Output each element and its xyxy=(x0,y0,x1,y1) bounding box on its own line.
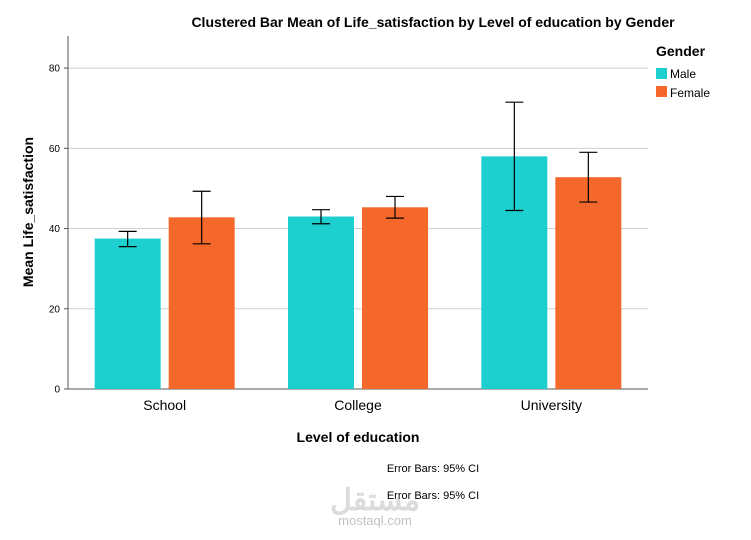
category-labels: School College University xyxy=(143,397,582,413)
error-bars xyxy=(118,101,598,248)
error-bar-female-university xyxy=(579,151,598,203)
legend-swatch-female xyxy=(656,86,667,97)
error-bar-female-school xyxy=(192,190,211,245)
bars xyxy=(94,156,622,389)
watermark: مستقل xyxy=(330,484,420,517)
y-tick-label: 20 xyxy=(49,304,61,315)
error-bar-male-school xyxy=(118,230,137,248)
bar-male-school xyxy=(94,238,161,389)
y-tick-label: 40 xyxy=(49,224,61,235)
error-bar-female-college xyxy=(386,195,404,219)
chart-title: Clustered Bar Mean of Life_satisfaction … xyxy=(191,14,675,30)
legend: Gender Male Female xyxy=(656,43,710,100)
legend-label-female: Female xyxy=(670,86,710,100)
bar-male-college xyxy=(288,216,354,389)
error-bar-male-university xyxy=(505,101,524,212)
legend-title: Gender xyxy=(656,43,706,59)
error-bars-note: Error Bars: 95% CI xyxy=(387,463,479,475)
error-bars-note-2: Error Bars: 95% CI xyxy=(387,490,479,502)
bar-female-university xyxy=(555,177,622,389)
category-label-school: School xyxy=(143,397,186,413)
category-label-university: University xyxy=(521,397,582,413)
y-tick-label: 60 xyxy=(49,144,61,155)
legend-label-male: Male xyxy=(670,67,696,81)
watermark-arabic: مستقل xyxy=(330,484,420,517)
legend-swatch-male xyxy=(656,68,667,79)
watermark-latin: mostaql.com xyxy=(338,513,412,528)
gridlines xyxy=(68,67,648,310)
y-tick-label: 80 xyxy=(49,64,61,75)
bar-female-school xyxy=(168,217,235,389)
error-bar-male-college xyxy=(312,209,330,225)
y-axis-title: Mean Life_satisfaction xyxy=(20,137,36,287)
x-axis-title: Level of education xyxy=(297,429,420,445)
y-tick-label: 0 xyxy=(54,385,60,396)
y-axis-ticks: 0 20 40 60 80 xyxy=(49,64,68,396)
category-label-college: College xyxy=(334,397,382,413)
bar-female-college xyxy=(362,207,428,389)
